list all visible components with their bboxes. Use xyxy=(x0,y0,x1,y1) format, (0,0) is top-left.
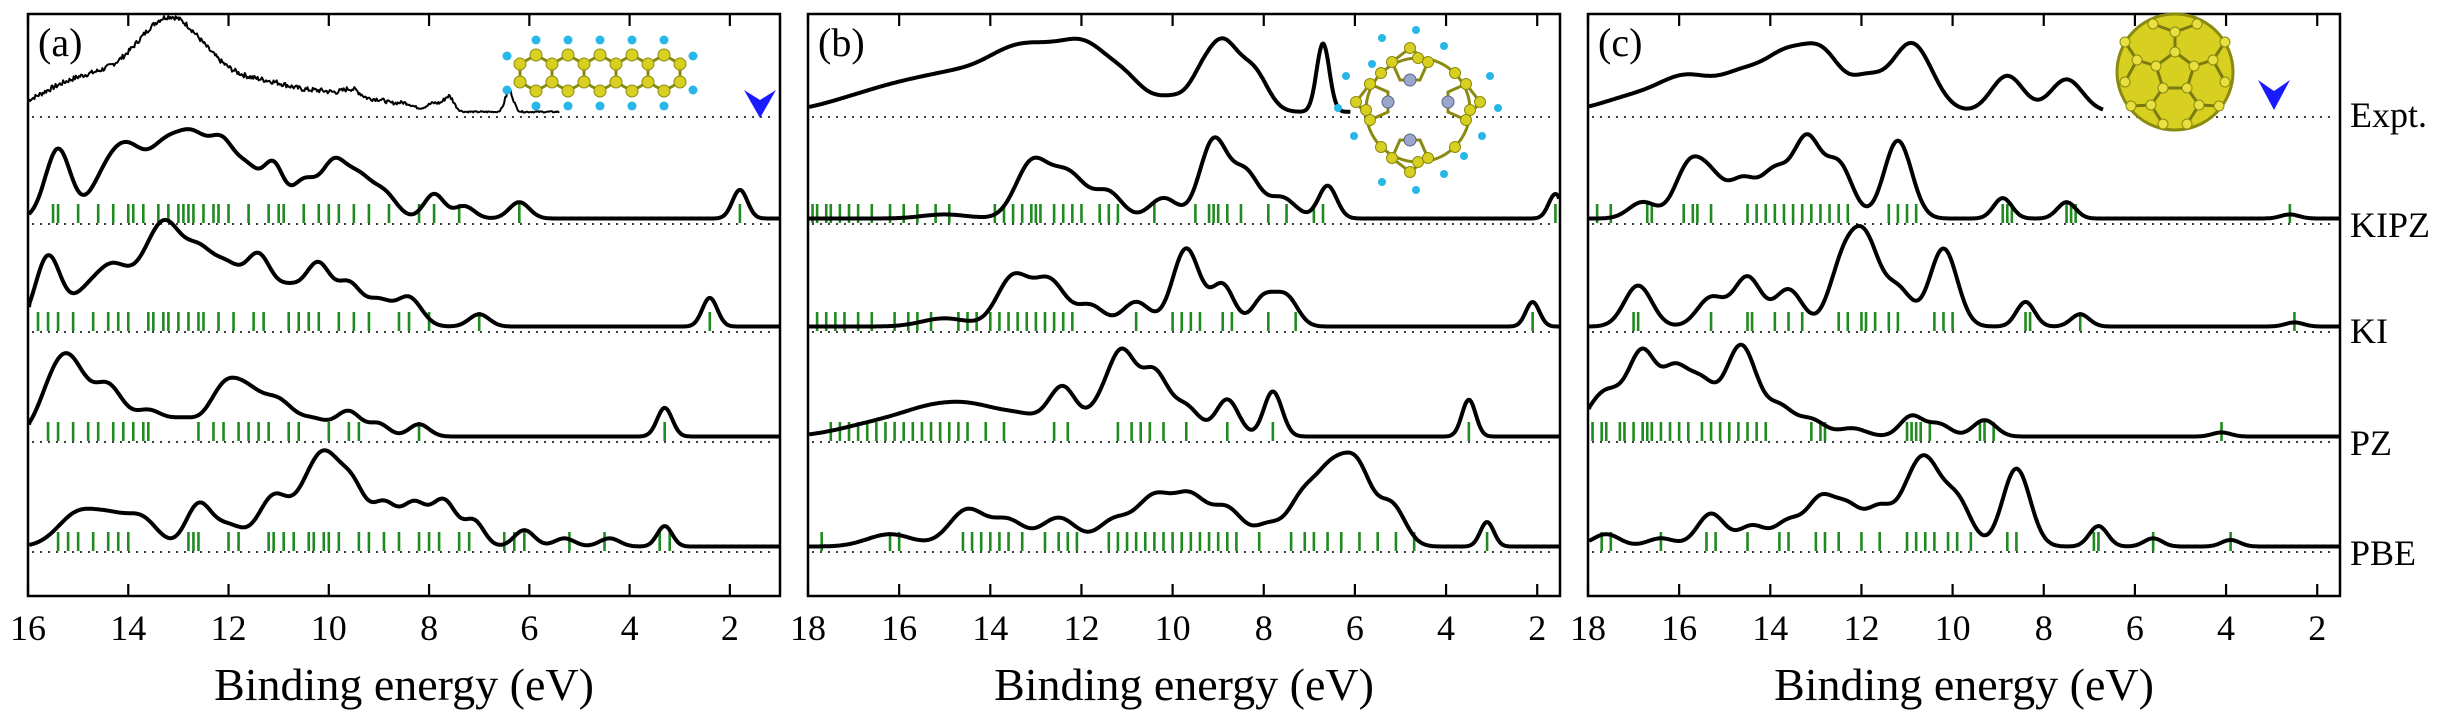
panel-b-pz-curve xyxy=(807,346,1561,439)
panel-a-x-tick-label: 2 xyxy=(721,608,739,648)
panel-b-x-tick-label: 14 xyxy=(972,608,1008,648)
panel-a-kipz-curve xyxy=(27,127,781,221)
row-label-pz: PZ xyxy=(2350,423,2392,463)
panel-b-x-tick-label: 16 xyxy=(881,608,917,648)
panel-a-x-ticks: 16 14 12 10 8 6 4 2 xyxy=(10,14,739,648)
panel-a: (a) 16 14 12 10 8 6 4 2 Binding energy (eV) xyxy=(10,12,782,710)
panel-a-pz-curve xyxy=(27,351,781,439)
panel-b-x-tick-label: 2 xyxy=(1528,608,1546,648)
panel-b-x-tick-label: 8 xyxy=(1255,608,1273,648)
panel-c-x-tick-label: 18 xyxy=(1570,608,1606,648)
panel-b-x-axis-label: Binding energy (eV) xyxy=(994,659,1374,710)
panel-a-x-tick-label: 4 xyxy=(621,608,639,648)
panel-c-pbe-curve xyxy=(1587,453,2341,549)
panel-b-label: (b) xyxy=(818,20,865,65)
panel-c-x-tick-label: 14 xyxy=(1752,608,1788,648)
panel-c-arrow-marker-icon xyxy=(2258,80,2290,110)
panel-c-marks xyxy=(1587,40,2341,553)
panel-c-kipz-curve xyxy=(1587,132,2341,221)
panel-b: (b) 18 16 14 12 10 8 6 4 2 Binding energy (eV) xyxy=(790,12,1562,710)
panel-a-x-tick-label: 16 xyxy=(10,608,46,648)
panel-b-frame xyxy=(806,12,1562,598)
panel-a-x-tick-label: 10 xyxy=(311,608,347,648)
row-label-expt: Expt. xyxy=(2350,95,2427,135)
panel-c-ki-curve xyxy=(1587,224,2341,329)
panel-b-marks xyxy=(807,36,1561,553)
panel-c-x-tick-label: 4 xyxy=(2217,608,2235,648)
panel-c-x-tick-label: 6 xyxy=(2126,608,2144,648)
panel-a-label: (a) xyxy=(38,20,82,65)
panel-b-x-tick-label: 6 xyxy=(1346,608,1364,648)
panel-c-x-tick-label: 2 xyxy=(2308,608,2326,648)
c60-fullerene-icon xyxy=(2115,12,2235,132)
panel-a-frame xyxy=(26,12,782,598)
panel-c-x-tick-label: 16 xyxy=(1661,608,1697,648)
panel-c-x-ticks: 18 16 14 12 10 8 6 4 2 xyxy=(1570,14,2326,648)
row-label-kipz: KIPZ xyxy=(2350,205,2430,245)
panel-a-expt-curve xyxy=(28,15,560,114)
panel-a-x-tick-label: 14 xyxy=(110,608,146,648)
row-label-pbe: PBE xyxy=(2350,533,2416,573)
panel-b-x-tick-label: 18 xyxy=(790,608,826,648)
panel-c-pz-curve xyxy=(1587,342,2341,439)
row-labels: Expt. KIPZ KI PZ PBE xyxy=(2350,95,2430,573)
panel-c-x-tick-label: 10 xyxy=(1935,608,1971,648)
panel-c: (c) 18 16 14 12 10 8 6 4 2 Binding energy (eV) xyxy=(1570,12,2342,710)
panel-a-x-tick-label: 6 xyxy=(520,608,538,648)
panel-c-x-tick-label: 8 xyxy=(2035,608,2053,648)
panel-c-x-axis-label: Binding energy (eV) xyxy=(1774,659,2154,710)
panel-a-marks xyxy=(27,15,781,553)
panel-b-ki-curve xyxy=(807,246,1561,329)
panel-a-pbe-curve xyxy=(27,448,781,549)
panel-b-kipz-curve xyxy=(807,135,1561,221)
panel-b-pbe-curve xyxy=(807,450,1561,549)
row-label-ki: KI xyxy=(2350,311,2388,351)
panel-b-x-tick-label: 4 xyxy=(1437,608,1455,648)
panel-c-frame xyxy=(1586,12,2342,598)
panel-a-x-tick-label: 12 xyxy=(211,608,247,648)
panel-b-x-tick-label: 12 xyxy=(1063,608,1099,648)
panel-a-x-axis-label: Binding energy (eV) xyxy=(214,659,594,710)
panel-c-x-tick-label: 12 xyxy=(1843,608,1879,648)
porphyrin-molecule-icon xyxy=(1334,26,1502,194)
pentacene-molecule-icon xyxy=(502,35,698,111)
panel-b-x-tick-label: 10 xyxy=(1155,608,1191,648)
panel-b-x-ticks: 18 16 14 12 10 8 6 4 2 xyxy=(790,14,1546,648)
panel-c-expt-curve xyxy=(1587,40,2104,112)
panel-a-ki-curve xyxy=(27,217,781,329)
panel-c-label: (c) xyxy=(1598,20,1642,65)
panel-a-arrow-marker-icon xyxy=(744,90,776,118)
panel-b-expt-curve xyxy=(807,36,1352,114)
panel-a-x-tick-label: 8 xyxy=(420,608,438,648)
